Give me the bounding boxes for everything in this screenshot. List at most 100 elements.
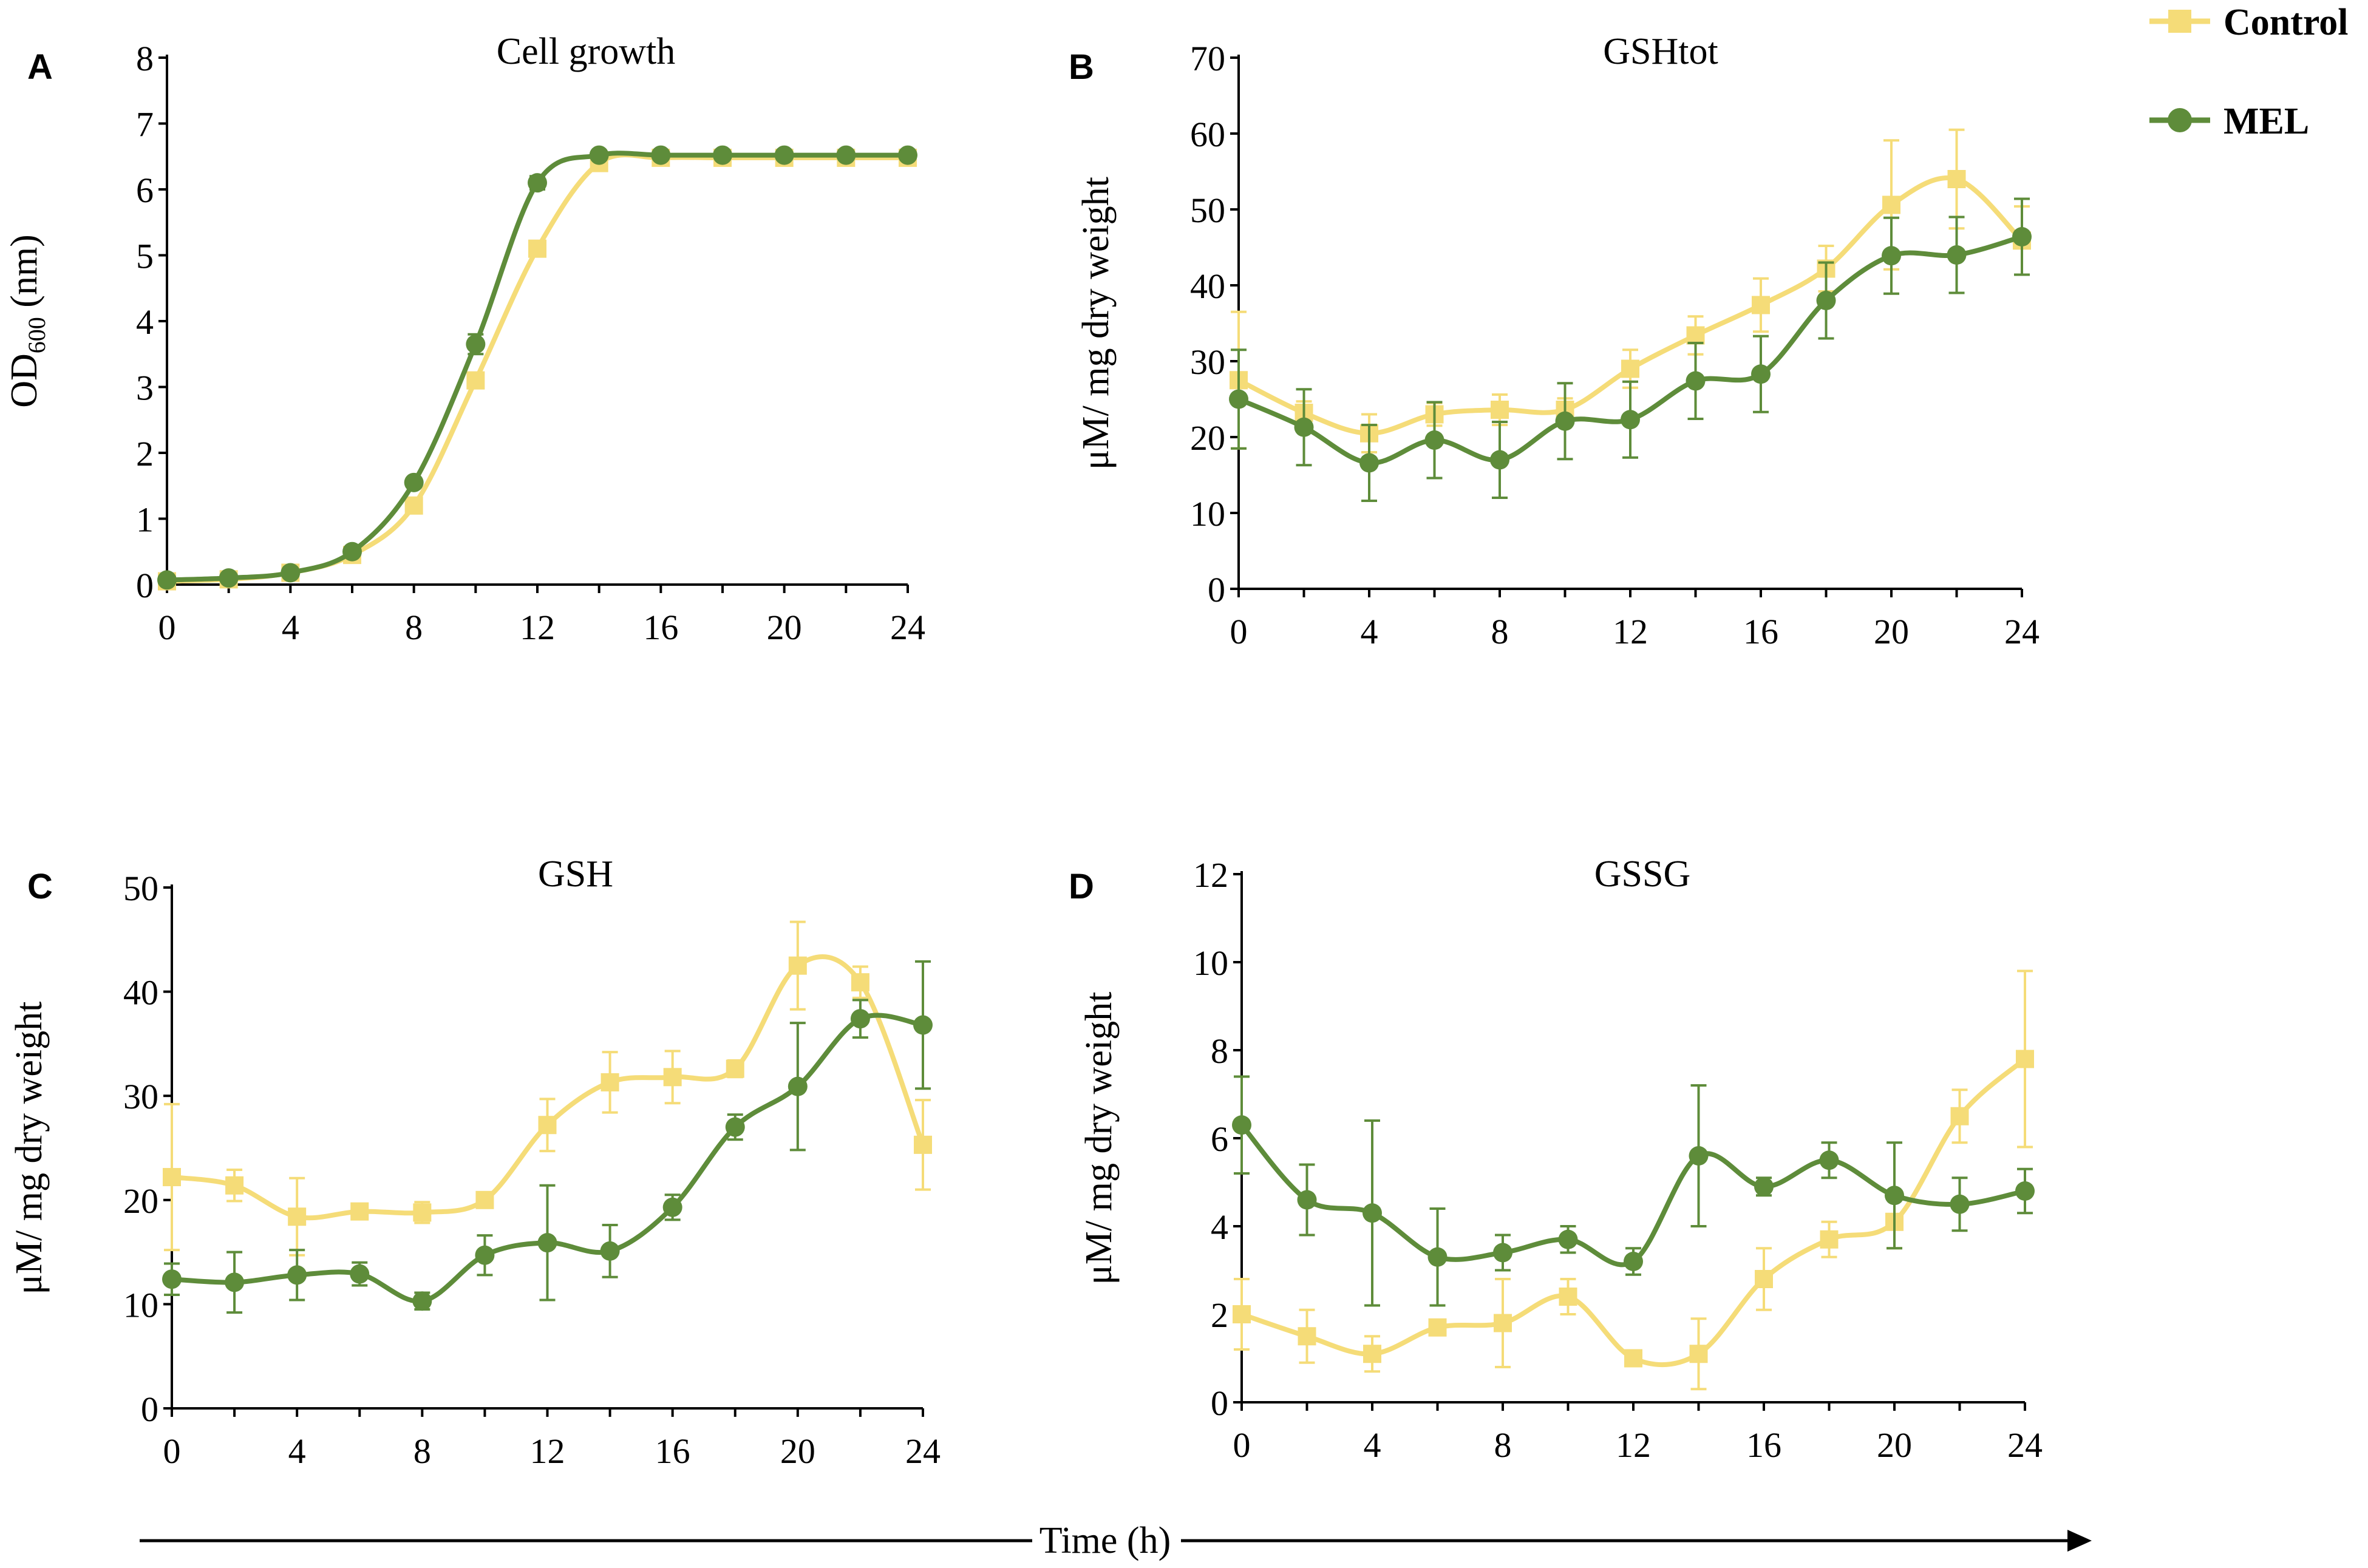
y-tick-label: 2 [1211,1295,1228,1335]
data-point [713,145,732,165]
data-point [1359,453,1379,473]
y-tick-label: 12 [1193,855,1228,895]
x-tick-label: 4 [1364,1425,1381,1465]
data-point [219,568,239,588]
data-point [914,1135,932,1154]
data-point [836,145,856,165]
data-point [475,1245,495,1265]
data-point [1294,417,1314,437]
data-point [1686,371,1706,391]
data-point [1427,1247,1448,1267]
data-point [1621,359,1639,378]
data-point [601,1073,619,1091]
data-point [475,1190,494,1209]
x-tick-label: 8 [1491,612,1509,651]
data-point [413,1203,432,1222]
data-point [651,145,671,165]
legend-control-label: Control [2223,2,2349,43]
panel-c: C GSH 0 10 20 30 40 50 0 4 8 12 16 20 24 μM/ mg dry wei… [9,854,941,1471]
x-tick-label: 16 [1746,1425,1781,1465]
x-tick-label: 20 [767,608,802,647]
data-point [1428,1318,1447,1337]
data-point [350,1202,369,1221]
legend: Control MEL [2149,2,2349,142]
x-tick-label: 8 [413,1431,431,1471]
x-tick-label: 20 [1877,1425,1912,1465]
x-tick-label: 24 [905,1431,941,1471]
data-point [1819,1150,1839,1170]
data-point [350,1264,370,1284]
data-point [225,1176,244,1195]
x-tick-label: 24 [2004,612,2040,651]
x-tick-label: 16 [643,608,678,647]
chart-title: GSHtot [1603,31,1718,72]
data-point [1298,1327,1316,1346]
y-tick-label: 50 [123,869,158,908]
y-tick-label: 70 [1190,39,1225,78]
y-tick-label: 10 [1193,943,1228,983]
x-tick-label: 8 [405,608,423,647]
panel-letter: D [1069,867,1094,906]
data-point [1491,401,1509,419]
data-point [851,973,869,992]
data-point [1493,1243,1512,1263]
data-point [725,1117,745,1137]
data-point [1624,1349,1642,1368]
x-tick-label: 24 [890,608,925,647]
y-tick-label: 4 [136,302,154,342]
data-point [1490,450,1509,470]
data-point [2015,1181,2035,1201]
x-tick-label: 24 [2007,1425,2043,1465]
data-point [2012,227,2032,246]
panel-b: B GSHtot 0 10 20 30 40 50 60 70 0 4 8 12 16 20 24 μM/ mg … [1069,31,2040,651]
data-point [788,956,807,975]
panel-letter: A [27,47,53,87]
data-point [1816,291,1836,310]
y-axis-label: OD600 (nm) [4,234,50,408]
data-point [1885,1186,1904,1206]
y-tick-label: 20 [123,1181,158,1221]
chart-title: GSH [538,854,613,895]
data-point [1229,389,1248,409]
y-tick-label: 4 [1211,1207,1228,1247]
y-tick-label: 7 [136,105,154,144]
series-mel [162,960,933,1314]
series-control [158,148,917,591]
chart-title: Cell growth [497,31,675,72]
data-point [157,570,177,590]
y-tick-label: 10 [1190,494,1225,534]
data-point [726,1059,744,1078]
y-tick-label: 30 [123,1077,158,1116]
data-point [1882,246,1901,266]
data-point [225,1272,245,1292]
series-control [163,920,932,1257]
y-tick-label: 0 [141,1390,158,1429]
y-tick-label: 60 [1190,115,1225,154]
legend-mel-label: MEL [2223,101,2309,142]
data-point [1297,1190,1317,1210]
data-point [589,145,609,165]
data-point [2016,1050,2034,1068]
y-tick-label: 6 [136,171,154,210]
y-tick-label: 3 [136,368,154,408]
y-tick-label: 0 [1208,570,1225,609]
y-tick-label: 40 [1190,266,1225,306]
y-tick-label: 20 [1190,418,1225,458]
data-point [404,496,423,515]
y-tick-label: 2 [136,434,154,473]
data-point [1494,1314,1512,1332]
data-point [1624,1252,1643,1271]
data-point [1363,1203,1382,1223]
data-point [1947,245,1967,265]
y-tick-label: 5 [136,237,154,276]
series-line [166,151,908,583]
y-axis-label: μM/ mg dry weight [1075,177,1117,470]
data-point [162,1269,182,1289]
data-point [466,334,486,354]
data-point [1755,1270,1773,1288]
data-point [287,1265,307,1285]
data-point [281,563,301,583]
data-point [1232,1115,1251,1135]
x-tick-label: 8 [1494,1425,1512,1465]
